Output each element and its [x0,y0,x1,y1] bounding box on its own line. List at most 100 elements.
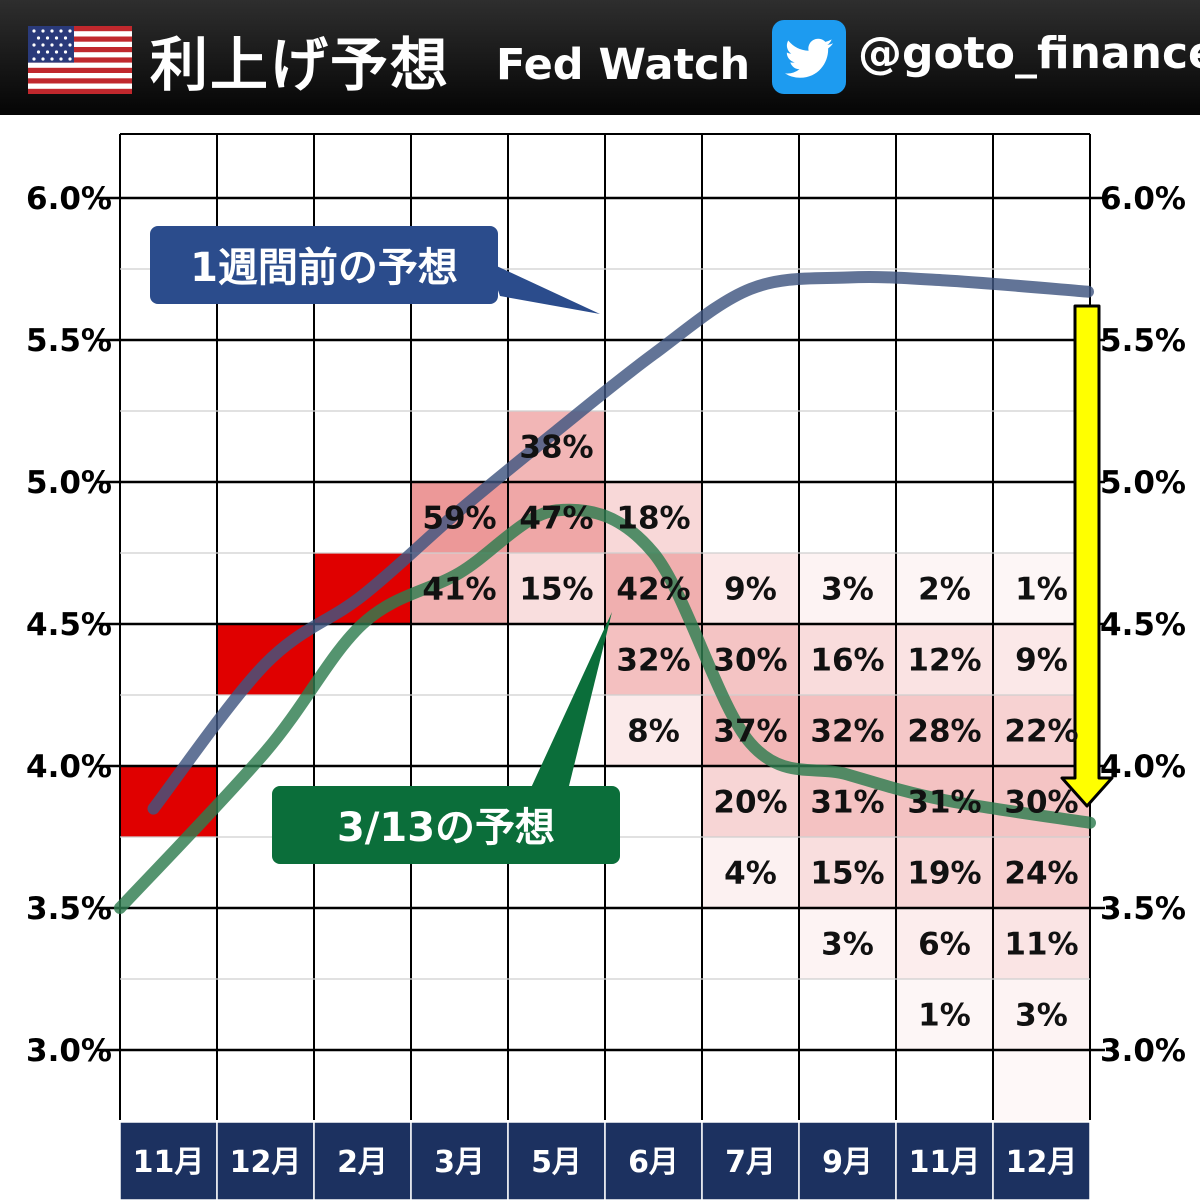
y-tick-label-left: 4.0% [26,749,112,785]
month-cell [992,1121,1091,1200]
cell-labels: 59% 41% 38% 47% 15% 18% 42% 32% 8% 9% 30% 37% 20% 4% 3… [422,430,1078,1034]
month-cell [798,1121,897,1200]
y-tick-label-left: 5.5% [26,323,112,359]
cell-label: 6% [918,927,971,963]
month-label: 9月 [822,1145,873,1180]
probability-cell [896,979,993,1050]
probability-cell [799,553,896,624]
header-bar: 利上げ予想 Fed Watch @goto_finance [0,0,1200,115]
month-cell [119,1121,218,1200]
y-tick-label-right: 6.0% [1100,181,1186,217]
probability-cell [896,908,993,979]
probability-cell [799,624,896,695]
probability-cell [993,908,1090,979]
probability-cell [993,837,1090,908]
month-label: 12月 [1006,1145,1078,1180]
shift-down-arrow [1060,304,1114,808]
month-cell [701,1121,800,1200]
y-tick-label-left: 3.0% [26,1033,112,1069]
forecast-lines [114,271,1096,914]
probability-cell [993,979,1090,1050]
cell-label: 31% [810,785,884,821]
cell-label: 15% [810,856,884,892]
twitter-handle[interactable]: @goto_finance [858,28,1200,79]
cell-label: 8% [627,714,680,750]
cell-label: 22% [1004,714,1078,750]
cell-label: 16% [810,643,884,679]
cell-label: 15% [519,572,593,608]
month-cell [604,1121,703,1200]
cell-label: 20% [713,785,787,821]
probability-cell [799,908,896,979]
annotations: 1週間前の予想 3/13の予想 [150,226,1114,864]
page-subtitle: Fed Watch [496,40,751,90]
cell-label: 32% [616,643,690,679]
cell-label: 24% [1004,856,1078,892]
probability-cell [605,624,702,695]
cell-label: 38% [519,430,593,466]
y-tick-label-left: 3.5% [26,891,112,927]
probability-cell [702,553,799,624]
cell-label: 3% [821,572,874,608]
month-label: 6月 [628,1145,679,1180]
curr-callout-box [272,786,620,864]
cell-label: 30% [1004,785,1078,821]
cell-label: 47% [519,501,593,537]
probability-cell [702,695,799,766]
month-label: 5月 [531,1145,582,1180]
y-tick-label-left: 5.0% [26,465,112,501]
cell-label: 59% [422,501,496,537]
month-label: 11月 [909,1145,981,1180]
probability-cell [508,411,605,482]
curr-callout-pointer [530,612,612,790]
month-label: 7月 [725,1145,776,1180]
probability-cell [896,553,993,624]
probability-cell [896,624,993,695]
probability-cell [702,766,799,837]
cell-label: 37% [713,714,787,750]
cell-label: 4% [724,856,777,892]
cell-label: 1% [1015,572,1068,608]
probability-cell [993,1050,1090,1121]
y-tick-label-right: 3.0% [1100,1033,1186,1069]
y-axis: 6.0% 6.0% 5.5% 5.5% 5.0% 5.0% 4.5% 4.5% 4.0% 4.0%… [26,181,1186,1069]
probability-cell [799,695,896,766]
prev-callout-box [150,226,498,304]
prev-callout-label: 1週間前の予想 [190,245,458,291]
cell-label: 32% [810,714,884,750]
cell-label: 28% [907,714,981,750]
curr-callout-label: 3/13の予想 [337,805,555,851]
y-tick-label-right: 4.5% [1100,607,1186,643]
month-cell [507,1121,606,1200]
y-tick-label-right: 3.5% [1100,891,1186,927]
cell-label: 9% [724,572,777,608]
probability-cell [799,837,896,908]
month-label: 11月 [133,1145,205,1180]
cell-label: 30% [713,643,787,679]
month-cell [216,1121,315,1200]
month-label: 12月 [230,1145,302,1180]
cell-label: 2% [918,572,971,608]
cell-label: 12% [907,643,981,679]
month-label: 2月 [337,1145,388,1180]
cell-label: 18% [616,501,690,537]
y-tick-label-right: 5.0% [1100,465,1186,501]
cell-label: 9% [1015,643,1068,679]
probability-cell [896,695,993,766]
cell-label: 19% [907,856,981,892]
month-cell [313,1121,412,1200]
month-axis: 11月 12月 2月 3月 5月 6月 7月 9月 11月 12月 [119,1121,1091,1200]
y-tick-label-left: 6.0% [26,181,112,217]
us-flag-icon [28,26,132,94]
twitter-bird-icon[interactable] [772,20,846,94]
y-tick-label-left: 4.5% [26,607,112,643]
y-tick-label-right: 4.0% [1100,749,1186,785]
prev-week-forecast-line [147,271,1094,815]
cell-label: 1% [918,998,971,1034]
probability-cell [896,837,993,908]
page-title: 利上げ予想 [150,31,451,99]
prev-callout-pointer [488,262,600,314]
y-tick-label-right: 5.5% [1100,323,1186,359]
month-cell [895,1121,994,1200]
